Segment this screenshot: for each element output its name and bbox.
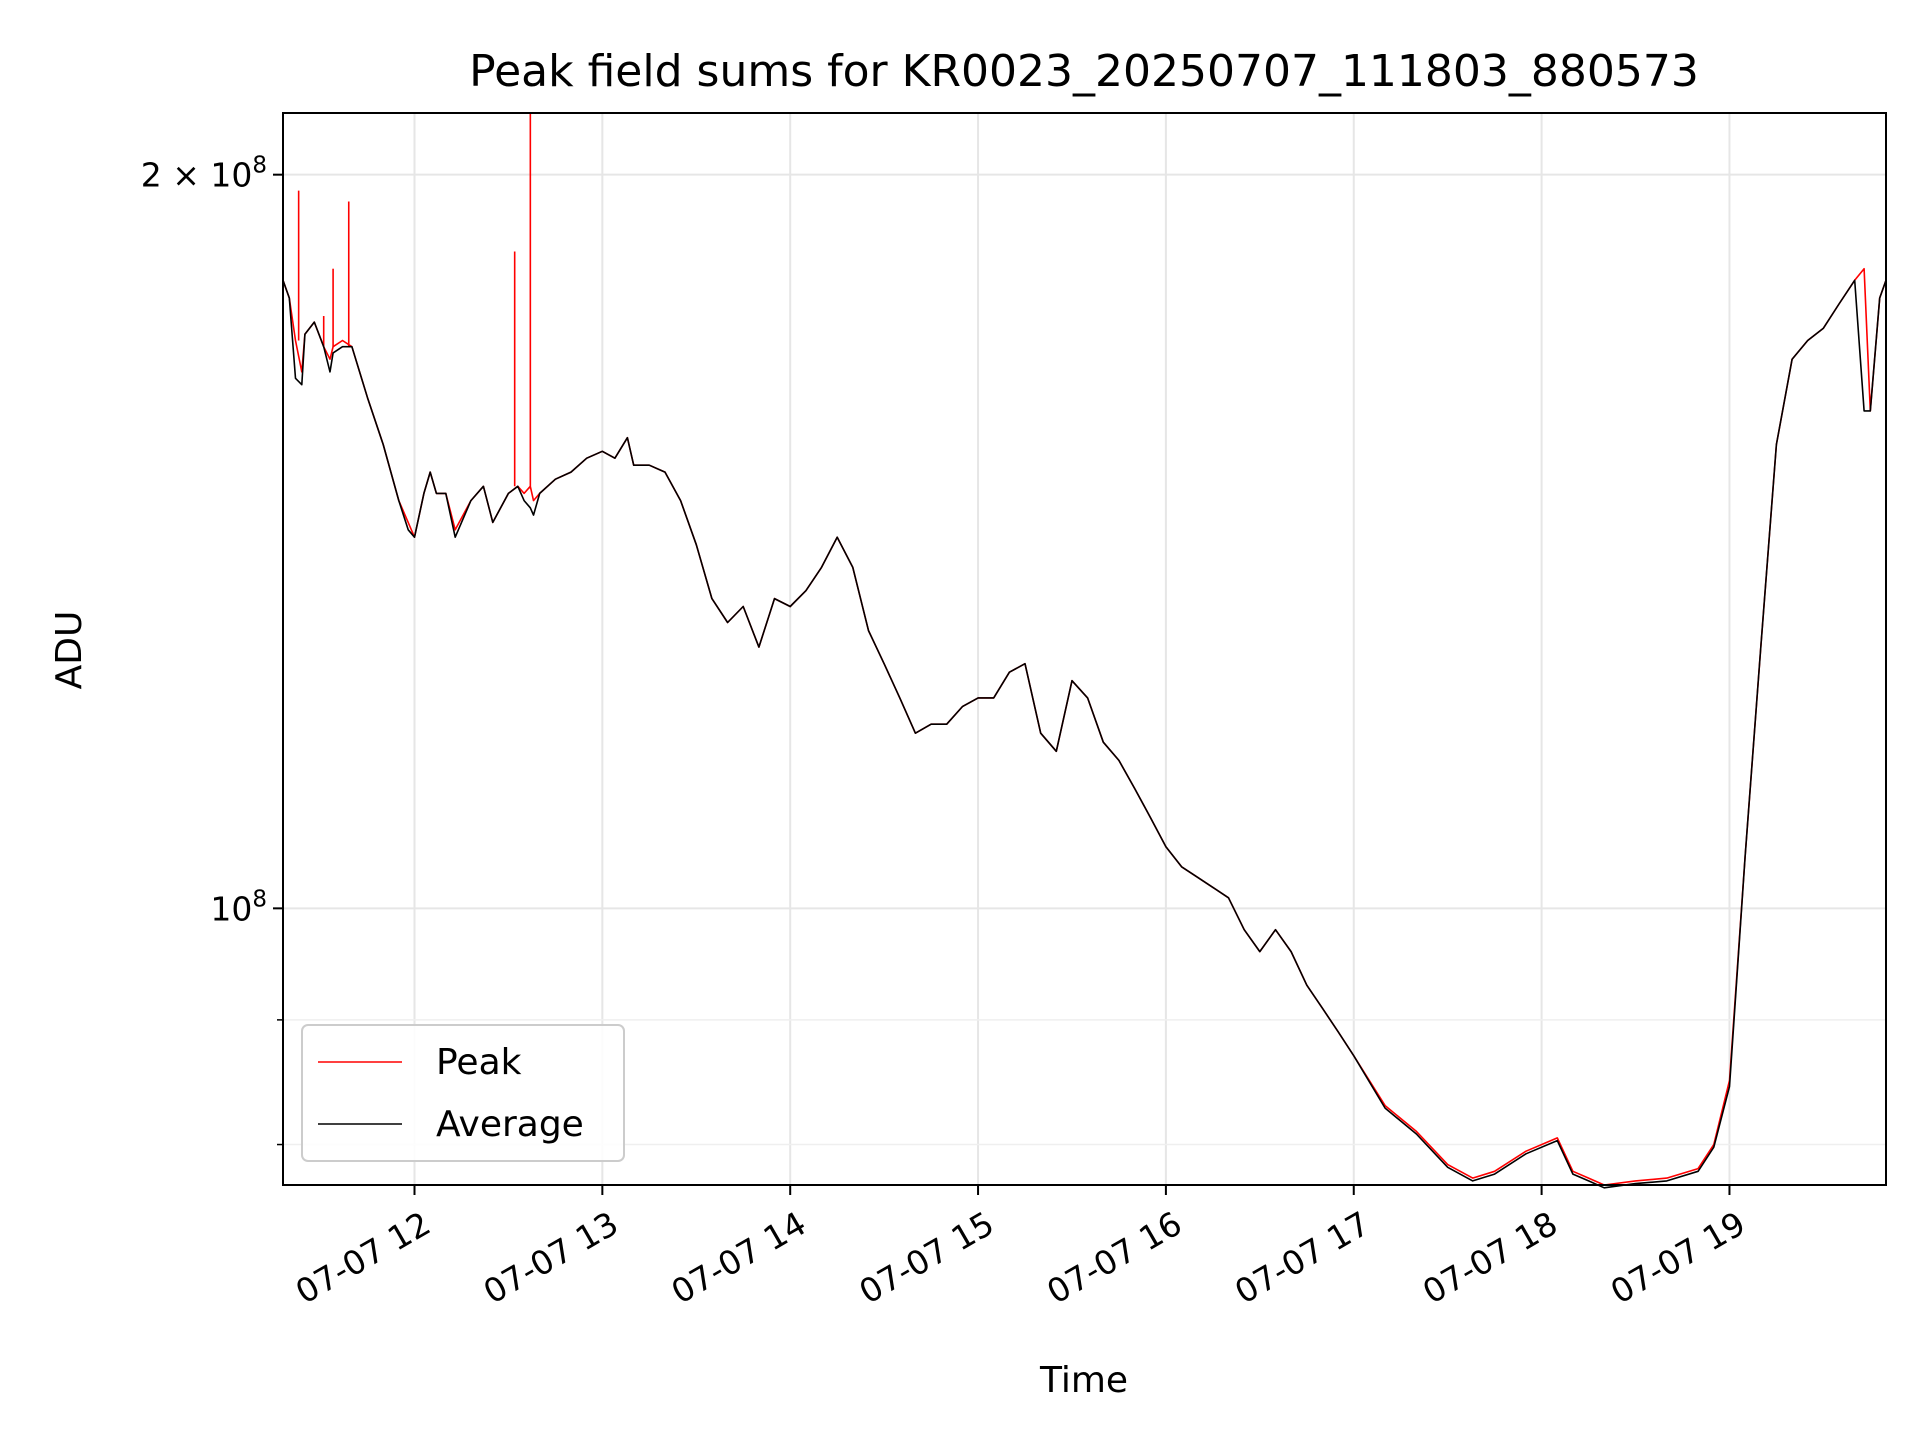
x-tick-label: 07-07 18: [1416, 1204, 1564, 1312]
y-tick-label: 2 × 108: [141, 153, 267, 195]
plot-area-frame: [282, 112, 1887, 1186]
average-line: [282, 279, 1887, 1189]
x-axis-label: Time: [1039, 1360, 1128, 1401]
y-axis-ticks: 2 × 108 108: [141, 153, 283, 1146]
legend-box: [301, 1024, 625, 1162]
x-tick-label: 07-07 12: [289, 1204, 437, 1312]
legend-label-peak: Peak: [436, 1042, 522, 1083]
x-tick-label: 07-07 19: [1604, 1204, 1752, 1312]
x-tick-label: 07-07 17: [1228, 1204, 1376, 1312]
y-tick-label: 108: [210, 886, 267, 928]
x-tick-label: 07-07 14: [665, 1204, 813, 1312]
y-axis-label: ADU: [49, 611, 90, 690]
x-axis-ticks: 07-07 12 07-07 13 07-07 14 07-07 15 07-07 16…: [289, 1185, 1752, 1312]
chart-title: Peak field sums for KR0023_20250707_1118…: [469, 46, 1699, 97]
legend: Peak Average: [301, 1024, 625, 1162]
plot-series: [282, 113, 1887, 1189]
x-tick-label: 07-07 13: [477, 1204, 625, 1312]
x-tick-label: 07-07 16: [1040, 1204, 1188, 1312]
legend-label-average: Average: [436, 1104, 584, 1145]
x-tick-label: 07-07 15: [852, 1204, 1000, 1312]
